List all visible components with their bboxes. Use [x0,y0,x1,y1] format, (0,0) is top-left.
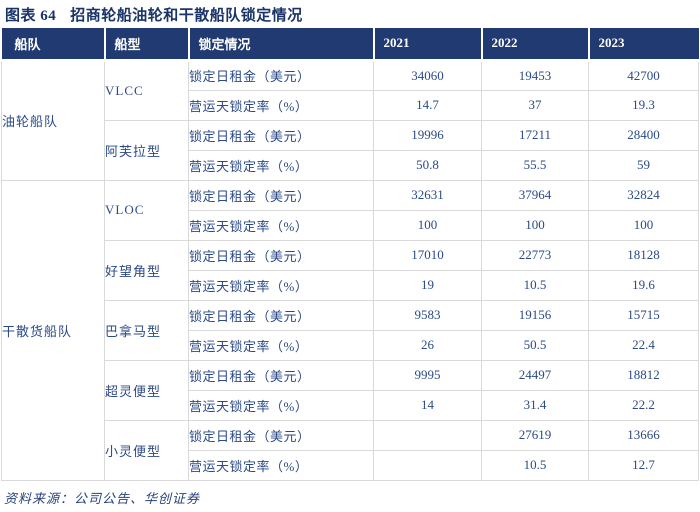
value-cell-2021 [373,419,482,451]
table-body: 油轮船队 VLCC 锁定日租金（美元） 34060 19453 42700 营运天锁定率（%… [1,59,699,481]
value-cell-2022: 31.4 [481,389,589,421]
value-cell-2022: 24497 [481,359,589,391]
value-cell-2022: 37964 [481,179,589,211]
value-cell-2023: 13666 [588,419,699,451]
column-header-fleet: 船队 [1,28,105,62]
metric-label-cell: 营运天锁定率（%） [188,149,374,181]
value-cell-2021: 50.8 [373,149,482,181]
fleet-cell: 油轮船队 [1,59,105,181]
metric-label-cell: 营运天锁定率（%） [188,389,374,421]
column-header-2022: 2022 [480,28,589,62]
value-cell-2021: 14 [373,389,482,421]
value-cell-2023: 18812 [588,359,699,391]
metric-label-cell: 营运天锁定率（%） [188,329,374,361]
metric-label-cell: 锁定日租金（美元） [188,179,374,211]
fleet-cell: 干散货船队 [1,179,105,481]
metric-label-cell: 锁定日租金（美元） [188,299,374,331]
metric-label-cell: 锁定日租金（美元） [188,419,374,451]
column-header-metric: 锁定情况 [187,28,374,62]
table-row: 超灵便型 锁定日租金（美元） 9995 24497 18812 [2,359,699,421]
metric-label-cell: 锁定日租金（美元） [188,119,374,151]
value-cell-2023: 15715 [588,299,699,331]
table-row: 营运天锁定率（%） 100 100 100 [2,209,699,241]
metric-label-cell: 锁定日租金（美元） [188,59,374,91]
metric-label-cell: 锁定日租金（美元） [188,239,374,271]
value-cell-2023: 12.7 [588,449,699,481]
value-cell-2023: 100 [588,209,699,241]
metric-label-cell: 营运天锁定率（%） [188,449,374,481]
source-note: 资料来源：公司公告、华创证券 [4,490,201,506]
value-cell-2022: 100 [481,209,589,241]
table-row: 营运天锁定率（%） 10.5 12.7 [2,449,699,481]
value-cell-2022: 10.5 [481,269,589,301]
value-cell-2021: 32631 [373,179,482,211]
ship-type-cell: VLCC [104,59,189,121]
value-cell-2022: 27619 [481,419,589,451]
value-cell-2022: 37 [481,89,589,121]
column-header-2023: 2023 [587,28,699,62]
value-cell-2021: 19996 [373,119,482,151]
value-cell-2021: 9995 [373,359,482,391]
table-row: 营运天锁定率（%） 14.7 37 19.3 [2,89,699,121]
value-cell-2022: 17211 [481,119,589,151]
ship-type-cell: VLOC [104,179,189,241]
value-cell-2023: 19.3 [588,89,699,121]
value-cell-2021 [373,449,482,481]
value-cell-2022: 55.5 [481,149,589,181]
ship-type-cell: 小灵便型 [104,419,189,481]
table-row: 干散货船队 VLOC 锁定日租金（美元） 32631 37964 32824 [1,179,699,481]
table-row: 好望角型 锁定日租金（美元） 17010 22773 18128 [2,239,699,301]
metric-label-cell: 营运天锁定率（%） [188,209,374,241]
table-row: 营运天锁定率（%） 19 10.5 19.6 [2,269,699,301]
lockin-data-table: 船队 船型 锁定情况 2021 2022 2023 油轮船队 VLCC 锁定日租金（… [1,28,699,481]
value-cell-2023: 19.6 [588,269,699,301]
value-cell-2023: 42700 [588,59,699,91]
value-cell-2022: 19156 [481,299,589,331]
value-cell-2021: 17010 [373,239,482,271]
table-row: 小灵便型 锁定日租金（美元） 27619 13666 [2,419,699,481]
metric-label-cell: 锁定日租金（美元） [188,359,374,391]
column-header-2021: 2021 [372,28,482,62]
value-cell-2021: 34060 [373,59,482,91]
metric-label-cell: 营运天锁定率（%） [188,89,374,121]
value-cell-2021: 9583 [373,299,482,331]
value-cell-2023: 18128 [588,239,699,271]
value-cell-2022: 50.5 [481,329,589,361]
table-row: 巴拿马型 锁定日租金（美元） 9583 19156 15715 [2,299,699,361]
ship-type-cell: 阿芙拉型 [104,119,189,181]
value-cell-2022: 19453 [481,59,589,91]
value-cell-2023: 22.4 [588,329,699,361]
ship-type-cell: 超灵便型 [104,359,189,421]
column-header-ship: 船型 [103,28,189,62]
value-cell-2023: 28400 [588,119,699,151]
figure-title: 图表 64 招商轮船油轮和干散船队锁定情况 [0,0,700,28]
header-row: 船队 船型 锁定情况 2021 2022 2023 [1,28,699,62]
value-cell-2023: 32824 [588,179,699,211]
ship-type-cell: 好望角型 [104,239,189,301]
ship-type-cell: 巴拿马型 [104,299,189,361]
value-cell-2022: 22773 [481,239,589,271]
value-cell-2023: 22.2 [588,389,699,421]
table-row: 营运天锁定率（%） 50.8 55.5 59 [2,149,699,181]
value-cell-2021: 26 [373,329,482,361]
table-row: 营运天锁定率（%） 14 31.4 22.2 [2,389,699,421]
figure-number: 图表 64 [5,8,57,24]
value-cell-2021: 14.7 [373,89,482,121]
value-cell-2021: 19 [373,269,482,301]
value-cell-2021: 100 [373,209,482,241]
metric-label-cell: 营运天锁定率（%） [188,269,374,301]
table-row: 阿芙拉型 锁定日租金（美元） 19996 17211 28400 [2,119,699,181]
figure-name: 招商轮船油轮和干散船队锁定情况 [70,8,303,24]
value-cell-2022: 10.5 [481,449,589,481]
table-row: 油轮船队 VLCC 锁定日租金（美元） 34060 19453 42700 [1,59,699,181]
value-cell-2023: 59 [588,149,699,181]
